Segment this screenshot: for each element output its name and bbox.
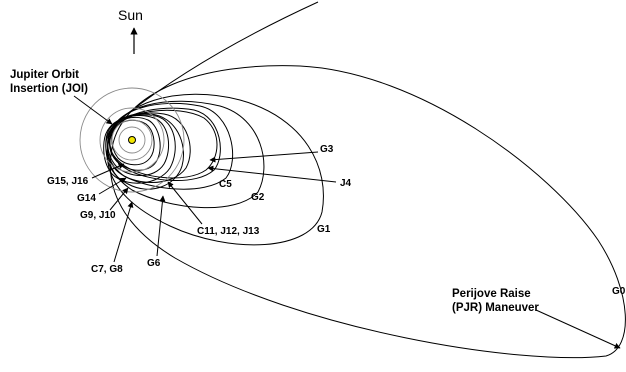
label-j4: J4 <box>340 178 352 189</box>
pjr-label-line-1: Perijove Raise <box>452 288 531 300</box>
sun-label: Sun <box>118 7 143 23</box>
orbit-g1 <box>106 93 324 246</box>
pointer-c11-j12-j13 <box>167 181 203 225</box>
pjr-label-line-2: (PJR) Maneuver <box>452 302 539 314</box>
pointer-j4 <box>207 165 337 183</box>
label-g1: G1 <box>317 224 331 235</box>
label-c5: C5 <box>219 179 232 190</box>
orbit-g9-j10 <box>107 115 170 176</box>
pjr-pointer <box>535 309 621 349</box>
orbit-g2 <box>107 100 265 209</box>
pointer-c7-g8 <box>113 201 134 263</box>
label-c11-j12-j13: C11, J12, J13 <box>197 226 260 237</box>
pointer-g3 <box>209 151 319 163</box>
pointer-g14 <box>98 177 127 195</box>
joi-label-line-1: Jupiter Orbit <box>10 69 79 81</box>
joi-label-line-2: Insertion (JOI) <box>10 83 88 95</box>
label-g2: G2 <box>251 192 265 203</box>
label-g3: G3 <box>320 144 334 155</box>
label-g14: G14 <box>77 193 96 204</box>
pointer-g6 <box>156 195 166 257</box>
label-g15-j16: G15, J16 <box>47 176 89 187</box>
orbit-g0 <box>109 65 626 359</box>
moon-orbit-ring-1 <box>118 126 146 154</box>
approach-trajectory <box>121 1 319 119</box>
orbit-g14 <box>109 116 161 171</box>
moon-orbit-ring-outer <box>79 87 185 193</box>
moon-orbit-ring-2 <box>111 119 153 161</box>
pointer-g15-j16 <box>91 163 125 179</box>
joi-pointer <box>73 95 113 125</box>
moon-orbit-ring-3 <box>99 107 165 173</box>
label-g0: G0 <box>612 286 626 297</box>
pointer-g9-j10 <box>109 187 129 211</box>
label-g6: G6 <box>147 258 161 269</box>
orbit-g6 <box>105 113 184 190</box>
label-c7-g8: C7, G8 <box>91 264 123 275</box>
jupiter-marker <box>128 136 136 144</box>
label-g9-j10: G9, J10 <box>80 210 116 221</box>
